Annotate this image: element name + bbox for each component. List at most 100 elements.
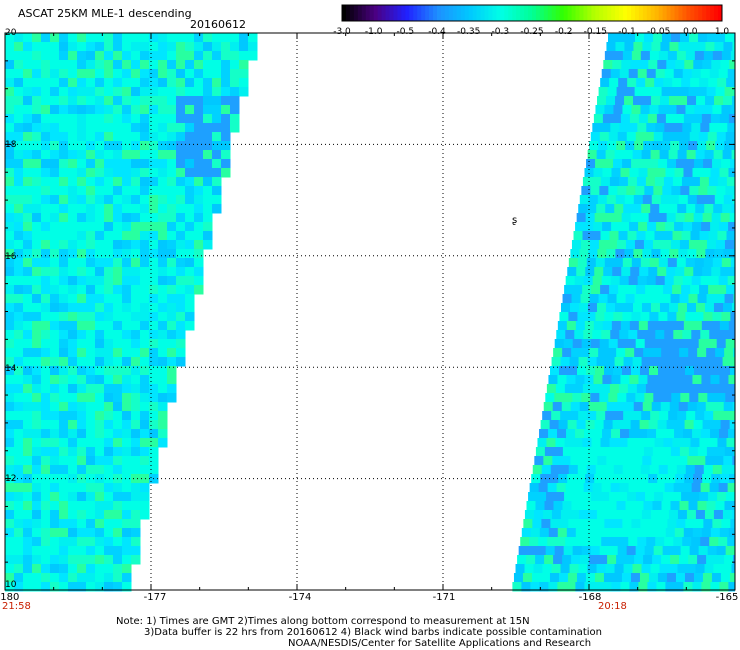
swath-cell bbox=[647, 528, 658, 538]
swath-cell bbox=[567, 267, 577, 277]
swath-cell bbox=[95, 177, 105, 187]
swath-cell bbox=[641, 303, 652, 313]
swath-cell bbox=[104, 474, 114, 484]
swath-cell bbox=[643, 240, 654, 250]
swath-cell bbox=[77, 393, 87, 403]
swath-cell bbox=[176, 348, 186, 358]
swath-cell bbox=[194, 132, 204, 142]
swath-cell bbox=[687, 249, 697, 259]
swath-cell bbox=[694, 159, 704, 169]
swath-cell bbox=[212, 204, 222, 214]
swath-cell bbox=[221, 159, 231, 169]
swath-cell bbox=[203, 204, 213, 214]
swath-cell bbox=[140, 411, 150, 421]
swath-cell bbox=[185, 294, 195, 304]
swath-cell bbox=[41, 501, 51, 511]
swath-cell bbox=[699, 438, 709, 448]
swath-cell bbox=[717, 177, 728, 187]
swath-cell bbox=[678, 195, 689, 205]
swath-cell bbox=[587, 510, 598, 520]
swath-cell bbox=[625, 555, 635, 565]
swath-cell bbox=[615, 249, 625, 259]
swath-cell bbox=[14, 168, 24, 178]
swath-cell bbox=[50, 69, 60, 79]
map-title: ASCAT 25KM MLE-1 descending bbox=[18, 7, 192, 20]
swath-cell bbox=[555, 384, 566, 394]
swath-cell bbox=[728, 528, 735, 538]
swath-cell bbox=[23, 438, 33, 448]
swath-cell bbox=[730, 258, 735, 268]
swath-cell bbox=[122, 114, 132, 124]
swath-cell bbox=[59, 501, 69, 511]
swath-cell bbox=[693, 420, 704, 430]
swath-cell bbox=[5, 384, 15, 394]
swath-cell bbox=[212, 33, 222, 43]
swath-cell bbox=[239, 42, 249, 52]
swath-cell bbox=[575, 582, 585, 592]
swath-cell bbox=[59, 438, 69, 448]
swath-cell bbox=[571, 447, 582, 457]
swath-cell bbox=[176, 60, 186, 70]
swath-cell bbox=[677, 357, 688, 367]
swath-cell bbox=[668, 303, 679, 313]
swath-cell bbox=[194, 195, 204, 205]
swath-cell bbox=[584, 528, 595, 538]
swath-cell bbox=[593, 114, 604, 124]
colorbar-segment bbox=[539, 5, 545, 21]
swath-cell bbox=[68, 285, 78, 295]
swath-cell bbox=[662, 186, 672, 196]
swath-cell bbox=[5, 492, 15, 502]
swath-cell bbox=[690, 285, 700, 295]
swath-cell bbox=[86, 411, 96, 421]
swath-cell bbox=[14, 339, 24, 349]
swath-cell bbox=[646, 276, 657, 286]
swath-cell bbox=[50, 87, 60, 97]
swath-cell bbox=[77, 231, 87, 241]
swath-cell bbox=[683, 222, 693, 232]
swath-cell bbox=[59, 447, 69, 457]
swath-cell bbox=[41, 411, 51, 421]
swath-cell bbox=[667, 159, 677, 169]
swath-cell bbox=[14, 132, 24, 142]
swath-cell bbox=[704, 204, 714, 214]
swath-cell bbox=[577, 258, 588, 268]
swath-cell bbox=[5, 141, 15, 151]
swath-cell bbox=[32, 384, 42, 394]
swath-cell bbox=[158, 258, 168, 268]
swath-cell bbox=[23, 42, 33, 52]
swath-cell bbox=[23, 258, 33, 268]
swath-cell bbox=[113, 132, 123, 142]
swath-cell bbox=[140, 303, 150, 313]
swath-cell bbox=[597, 402, 608, 412]
swath-cell bbox=[637, 69, 648, 79]
swath-cell bbox=[158, 285, 168, 295]
swath-cell bbox=[627, 231, 638, 241]
swath-cell bbox=[14, 411, 24, 421]
swath-cell bbox=[693, 573, 704, 583]
swath-cell bbox=[631, 51, 642, 61]
swath-cell bbox=[688, 555, 698, 565]
swath-cell bbox=[622, 519, 632, 529]
swath-cell bbox=[697, 555, 707, 565]
colorbar-label: -0.25 bbox=[520, 27, 544, 37]
swath-cell bbox=[651, 42, 661, 52]
swath-cell bbox=[77, 42, 87, 52]
colorbar-segment bbox=[496, 5, 501, 21]
swath-cell bbox=[681, 231, 692, 241]
swath-cell bbox=[113, 555, 123, 565]
swath-cell bbox=[648, 474, 658, 484]
swath-cell bbox=[14, 267, 24, 277]
colorbar-segment bbox=[516, 5, 521, 21]
swath-cell bbox=[600, 78, 610, 88]
swath-cell bbox=[131, 51, 141, 61]
swath-cell bbox=[5, 546, 15, 556]
swath-cell bbox=[158, 339, 168, 349]
colorbar-segment bbox=[571, 5, 577, 21]
swath-cell bbox=[607, 240, 618, 250]
swath-cell bbox=[602, 429, 612, 439]
swath-cell bbox=[77, 213, 87, 223]
swath-cell bbox=[104, 276, 114, 286]
swath-cell bbox=[32, 429, 42, 439]
swath-cell bbox=[176, 159, 186, 169]
swath-cell bbox=[647, 429, 657, 439]
